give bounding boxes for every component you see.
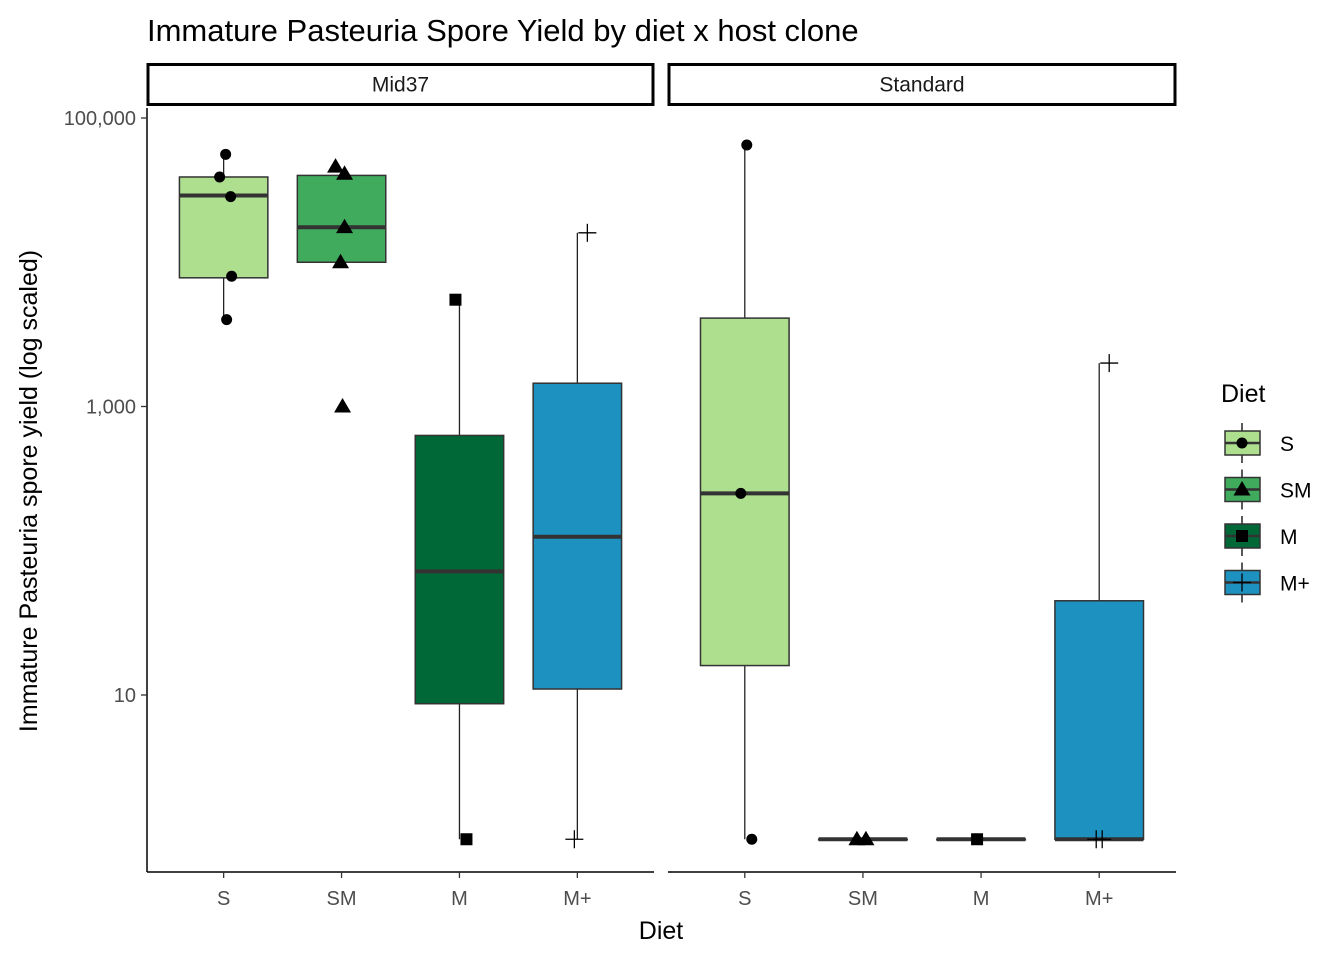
legend-key-marker xyxy=(1233,573,1251,592)
facet-strip xyxy=(146,63,655,106)
facet-panels: Mid37 10 1,000 100,000 S SM M M+ Standard S SM M M+ xyxy=(64,63,1177,910)
data-point xyxy=(220,148,232,160)
legend-title: Diet xyxy=(1221,380,1266,408)
data-point xyxy=(1100,354,1119,373)
x-tick-label: SM xyxy=(327,888,357,910)
x-axis-title: Diet xyxy=(639,917,684,945)
legend-label: M+ xyxy=(1280,573,1310,596)
legend: Diet S SM M M+ xyxy=(1221,380,1312,603)
box-body xyxy=(1054,600,1145,841)
data-point xyxy=(334,398,352,413)
y-axis-title: Immature Pasteuria spore yield (log scal… xyxy=(15,250,43,732)
data-point xyxy=(221,314,233,326)
legend-key-marker xyxy=(1233,481,1251,496)
data-point xyxy=(735,487,747,499)
data-point xyxy=(746,833,758,845)
chart-title: Immature Pasteuria Spore Yield by diet x… xyxy=(147,13,859,48)
data-point xyxy=(578,223,597,242)
y-tick-label: 10 xyxy=(114,685,136,707)
box-mplus xyxy=(1054,363,1145,842)
x-tick-label: M+ xyxy=(563,888,591,910)
legend-item-s: S xyxy=(1224,423,1294,463)
panel-standard: Standard S SM M M+ xyxy=(667,63,1177,910)
legend-key-marker xyxy=(1236,437,1248,449)
legend-key-marker xyxy=(1236,530,1248,542)
data-point xyxy=(1093,830,1112,849)
box-body xyxy=(178,176,269,279)
data-point xyxy=(226,270,238,282)
box-m xyxy=(414,299,505,840)
box-mplus xyxy=(532,232,623,840)
data-point xyxy=(332,253,350,269)
data-point xyxy=(565,830,584,849)
box-body xyxy=(296,174,387,263)
x-tick-label: SM xyxy=(848,888,878,910)
box-sm xyxy=(296,174,387,263)
facet-strip-label: Mid37 xyxy=(372,74,429,97)
legend-label: M xyxy=(1280,526,1298,549)
x-tick-label: S xyxy=(738,888,751,910)
data-point xyxy=(336,218,354,234)
panel-mid37: Mid37 10 1,000 100,000 S SM M M+ xyxy=(64,63,655,910)
facet-strip xyxy=(667,63,1177,106)
data-point xyxy=(460,833,473,846)
box-s xyxy=(178,154,269,320)
x-tick-label: M+ xyxy=(1085,888,1113,910)
x-tick-label: M xyxy=(451,888,468,910)
data-point xyxy=(225,191,237,203)
data-point xyxy=(327,158,345,173)
x-tick-label: S xyxy=(217,888,230,910)
legend-item-mplus: M+ xyxy=(1224,562,1310,603)
y-tick-label: 1,000 xyxy=(86,397,136,419)
legend-label: S xyxy=(1280,433,1294,456)
data-point xyxy=(449,293,462,306)
data-point xyxy=(741,139,753,151)
legend-item-sm: SM xyxy=(1224,469,1312,510)
x-tick-label: M xyxy=(973,888,990,910)
y-tick-label: 100,000 xyxy=(64,108,136,130)
legend-label: SM xyxy=(1280,480,1312,503)
data-point xyxy=(971,833,984,846)
data-point xyxy=(336,165,354,180)
legend-item-m: M xyxy=(1224,516,1298,556)
data-point xyxy=(857,830,875,846)
data-point xyxy=(214,171,226,183)
facet-strip-label: Standard xyxy=(879,74,964,97)
